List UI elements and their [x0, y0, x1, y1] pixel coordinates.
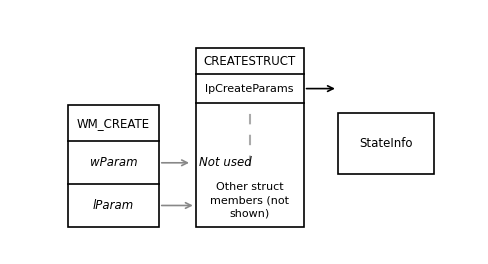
Bar — [195, 48, 303, 227]
Text: StateInfo: StateInfo — [359, 137, 412, 150]
Bar — [68, 105, 159, 227]
Text: lpCreateParams: lpCreateParams — [205, 84, 293, 94]
Text: Not used: Not used — [199, 156, 252, 169]
Text: wParam: wParam — [89, 156, 137, 169]
Text: lParam: lParam — [93, 199, 134, 212]
Bar — [337, 113, 433, 174]
Text: WM_CREATE: WM_CREATE — [77, 117, 150, 130]
Text: Other struct
members (not
shown): Other struct members (not shown) — [210, 182, 288, 219]
Text: CREATESTRUCT: CREATESTRUCT — [203, 55, 295, 68]
